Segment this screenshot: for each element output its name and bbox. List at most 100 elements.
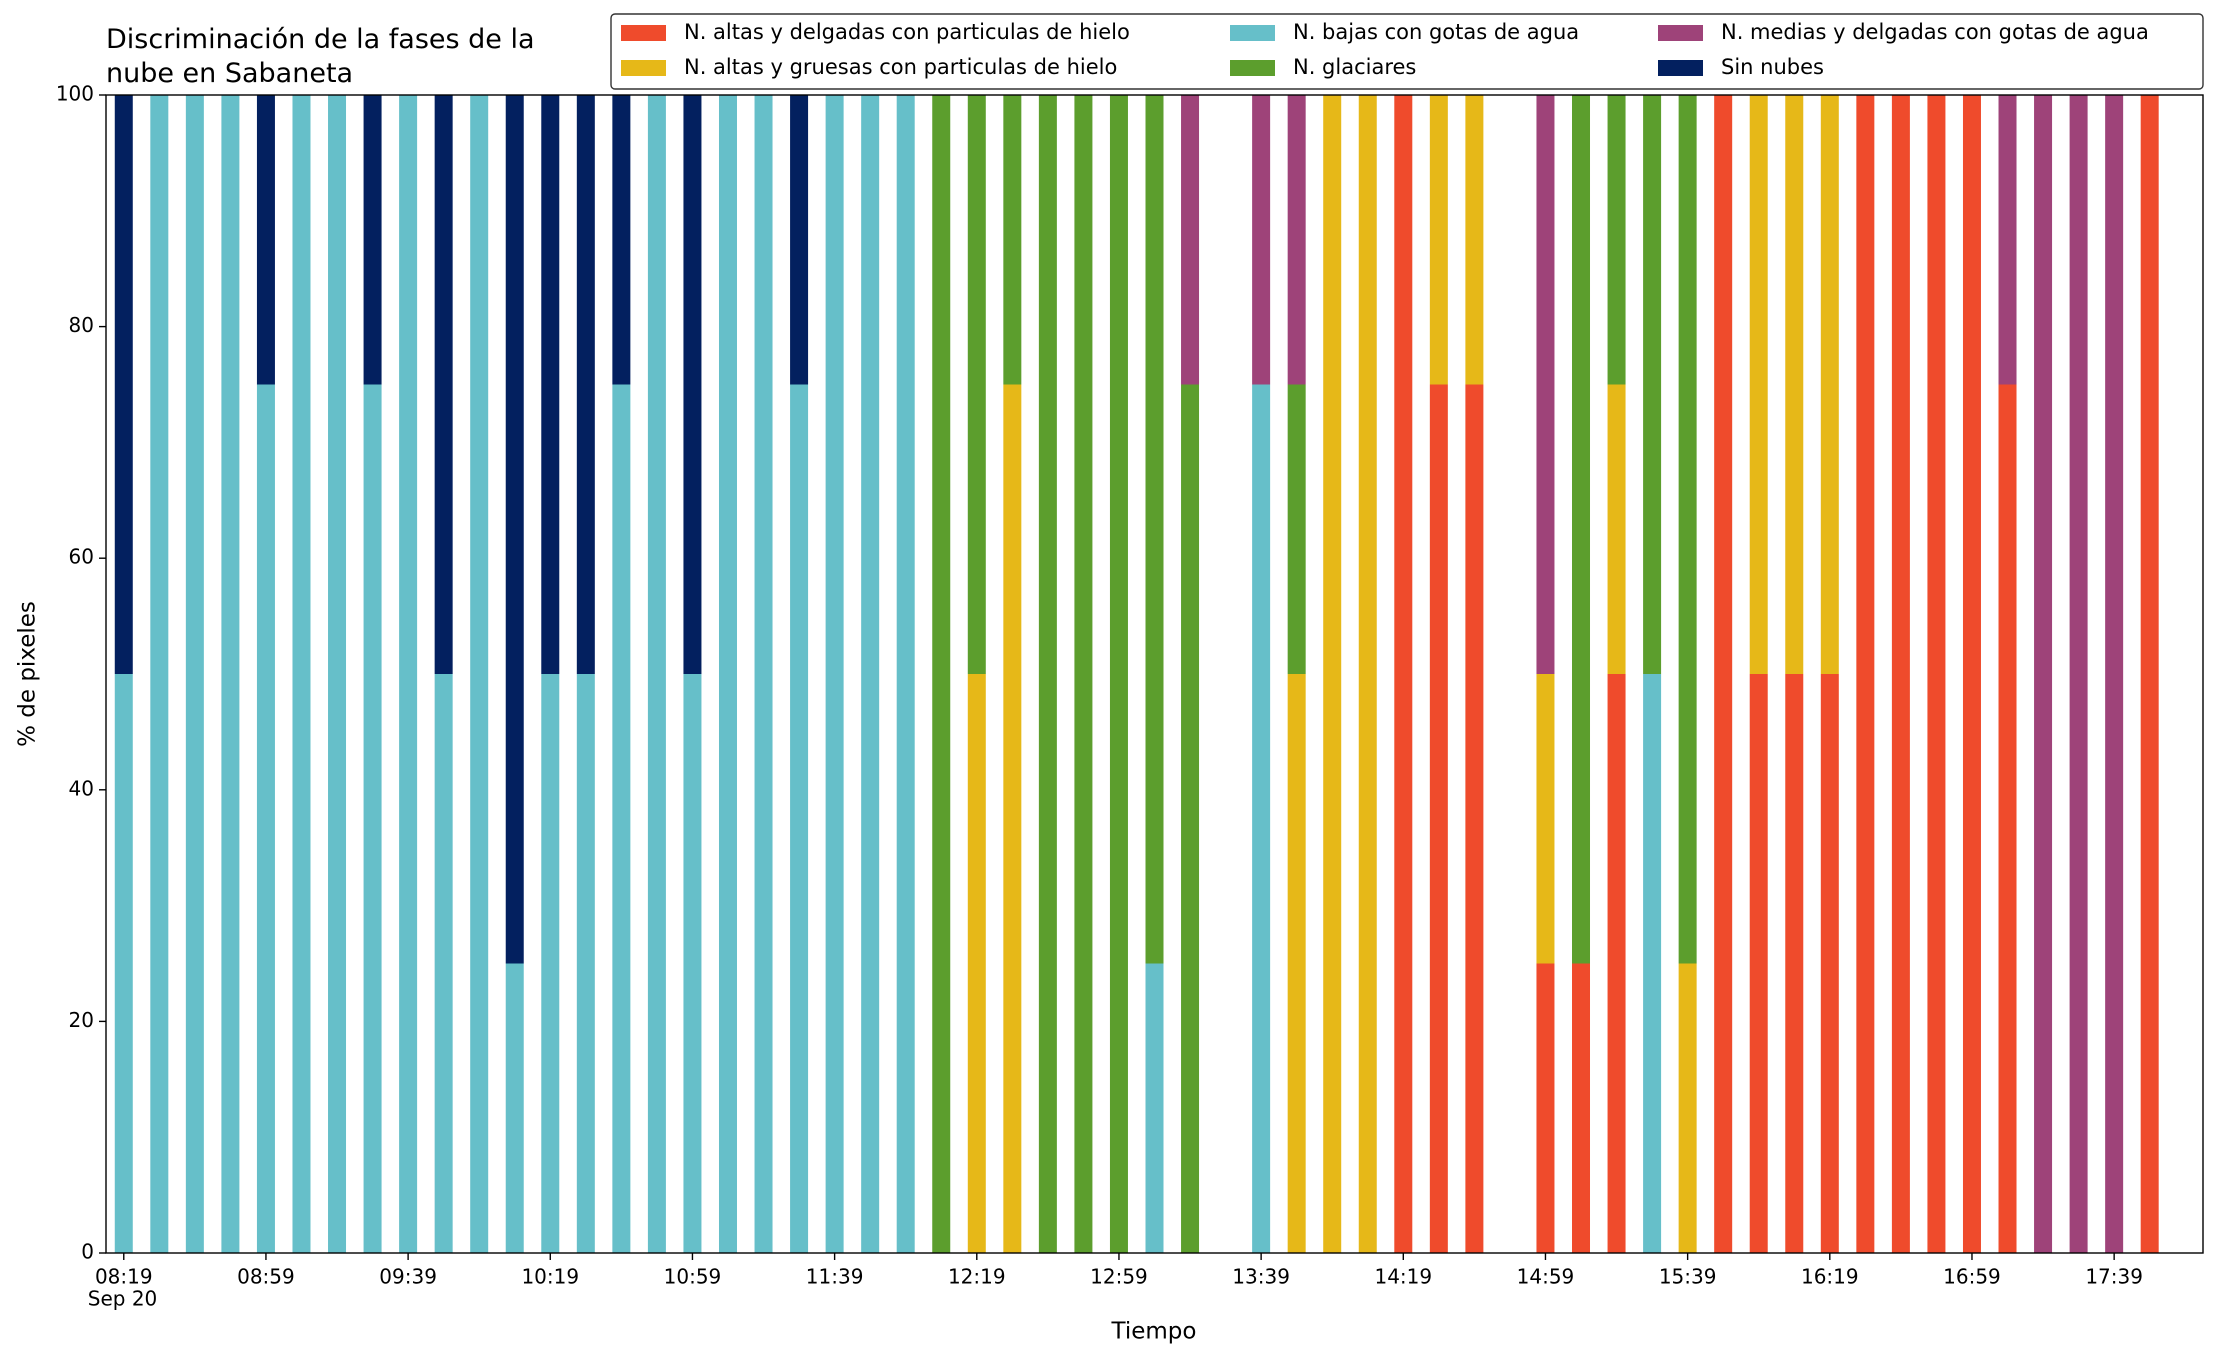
x-date-label: Sep 20 [88,1287,158,1311]
y-tick-label: 80 [69,313,94,337]
bar-segment [1749,674,1768,1253]
bar-segment [1643,95,1662,674]
x-tick-label: 12:19 [948,1265,1006,1289]
legend-label: N. glaciares [1293,55,1416,79]
x-tick-label: 10:59 [664,1265,722,1289]
legend-swatch [621,60,666,76]
bar-segment [967,674,986,1253]
bar-segment [576,95,595,674]
y-tick-label: 60 [69,545,94,569]
bar-segment [1714,95,1733,1253]
bar-segment [256,384,275,1253]
bar-segment [1429,384,1448,1253]
bar-segment [1038,95,1057,1253]
bar-segment [1252,384,1271,1253]
y-tick-label: 20 [69,1008,94,1032]
bar-segment [612,95,631,385]
x-tick-label: 16:59 [1943,1265,2001,1289]
bar-segment [114,95,133,674]
bar-segment [541,674,560,1253]
bar-segment [1145,95,1164,964]
bar-segment [256,95,275,385]
bar-segment [576,674,595,1253]
x-axis-label: Tiempo [1111,1319,1197,1345]
x-tick-label: 09:39 [379,1265,437,1289]
bar-segment [1536,95,1555,674]
bar-segment [967,95,986,674]
bar-segment [1607,95,1626,385]
bar-segment [328,95,347,1253]
legend-swatch [1230,25,1275,41]
bar-segment [1927,95,1946,1253]
legend-label: N. altas y gruesas con particulas de hie… [684,55,1117,79]
bar-segment [1572,963,1591,1253]
bar-segment [1998,384,2017,1253]
bar-segment [1891,95,1910,1253]
bar-segment [1785,674,1804,1253]
bar-segment [2140,95,2159,1253]
chart-title: Discriminación de la fases de la nube en … [106,24,535,89]
bar-segment [1643,674,1662,1253]
bar-segment [1962,95,1981,1253]
bar-segment [1287,95,1306,385]
legend-swatch [621,25,666,41]
bar-segment [1003,95,1022,385]
bar-segment [1145,963,1164,1253]
bar-segment [363,95,382,385]
bar-segment [932,95,951,1253]
x-tick-label: 17:39 [2085,1265,2143,1289]
legend-swatch [1230,60,1275,76]
bar-segment [185,95,204,1253]
bar-segment [541,95,560,674]
bar-segment [1181,95,1200,385]
bar-segment [790,384,809,1253]
bar-segment [434,674,453,1253]
bar-segment [1678,963,1697,1253]
bar-segment [612,384,631,1253]
plot-frame [105,94,2204,1254]
bar-segment [2105,95,2124,1253]
bar-segment [647,95,666,1253]
bar-segment [1749,95,1768,674]
bar-segment [399,95,418,1253]
bar-segment [1109,95,1128,1253]
bar-segment [1536,674,1555,964]
legend-swatch [1658,60,1703,76]
bar-segment [505,95,524,964]
bar-segment [1394,95,1413,1253]
x-tick-label: 15:39 [1659,1265,1717,1289]
x-tick-label: 11:39 [806,1265,864,1289]
bar-segment [861,95,880,1253]
legend-label: N. altas y delgadas con particulas de hi… [684,20,1130,44]
bar-segment [683,674,702,1253]
bar-segment [292,95,311,1253]
bar-segment [1287,384,1306,674]
legend-label: Sin nubes [1721,55,1824,79]
bar-segment [1429,95,1448,385]
bar-segment [1181,384,1200,1253]
bar-segment [1820,674,1839,1253]
x-tick-label: 12:59 [1090,1265,1148,1289]
bar-segment [1003,384,1022,1253]
bar-segment [114,674,133,1253]
y-tick-label: 100 [56,82,94,106]
bar-segment [1572,95,1591,964]
y-axis-label: % de pixeles [15,601,41,747]
y-tick-label: 0 [81,1240,94,1264]
bar-segment [683,95,702,674]
bar-segment [1678,95,1697,964]
bar-segment [790,95,809,385]
bar-segment [1287,674,1306,1253]
bar-segment [718,95,737,1253]
bar-segment [1323,95,1342,1253]
bar-segment [1536,963,1555,1253]
bar-segment [754,95,773,1253]
x-tick-label: 10:19 [521,1265,579,1289]
bar-segment [1252,95,1271,385]
legend-label: N. bajas con gotas de agua [1293,20,1579,44]
bar-segment [1785,95,1804,674]
bar-segment [150,95,169,1253]
bar-segment [825,95,844,1253]
